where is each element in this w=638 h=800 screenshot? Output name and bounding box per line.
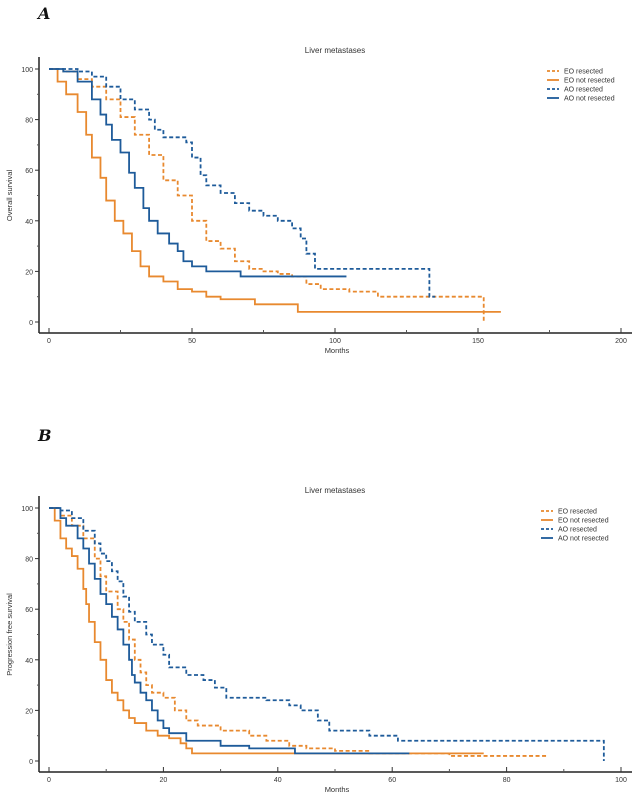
series-line-ao-not-resected <box>49 68 347 278</box>
x-tick-label: 0 <box>47 338 51 345</box>
x-tick-label: 40 <box>274 777 282 784</box>
x-tick-label: 50 <box>188 338 196 345</box>
series-line-eo-resected <box>49 507 547 757</box>
y-tick-label: 40 <box>25 219 33 226</box>
x-tick-label: 100 <box>615 777 627 784</box>
y-tick-label: 40 <box>25 658 33 665</box>
y-tick-label: 20 <box>25 269 33 276</box>
x-tick-label: 60 <box>388 777 396 784</box>
legend-label: EO resected <box>558 509 597 516</box>
series-line-eo-not-resected <box>49 507 484 755</box>
y-tick-label: 100 <box>21 67 33 74</box>
y-tick-label: 60 <box>25 168 33 175</box>
x-axis-label: Months <box>325 785 350 794</box>
series-line-ao-not-resected <box>49 507 410 755</box>
y-tick-label: 60 <box>25 607 33 614</box>
x-tick-label: 0 <box>47 777 51 784</box>
legend-label: EO not resected <box>558 518 609 525</box>
survival-chart-b: Liver metastases 0 20 40 60 80 100 0 20 40 60 80 100… <box>5 486 632 794</box>
legend-label: EO resected <box>564 69 603 76</box>
legend-label: EO not resected <box>564 78 615 85</box>
y-tick-label: 0 <box>29 320 33 327</box>
chart-title: Liver metastases <box>305 486 365 495</box>
y-axis-label: Progression free survival <box>5 593 14 676</box>
x-tick-label: 20 <box>160 777 168 784</box>
x-axis-label: Months <box>325 346 350 355</box>
chart-title: Liver metastases <box>305 46 365 55</box>
panel-label-a: A <box>38 4 51 23</box>
legend-label: AO not resected <box>564 96 615 103</box>
legend-label: AO resected <box>558 527 597 534</box>
y-tick-label: 0 <box>29 759 33 766</box>
legend-label: AO not resected <box>558 536 609 543</box>
series-line-eo-not-resected <box>49 68 501 313</box>
y-tick-label: 80 <box>25 118 33 125</box>
panel-label-b: B <box>38 426 52 445</box>
x-tick-label: 100 <box>329 338 341 345</box>
x-tick-label: 200 <box>615 338 627 345</box>
series-line-eo-resected <box>49 68 485 322</box>
legend-label: AO resected <box>564 87 603 94</box>
series-line-ao-resected <box>49 507 605 761</box>
x-tick-label: 80 <box>503 777 511 784</box>
y-axis-label: Overall survival <box>5 170 14 222</box>
y-tick-label: 100 <box>21 506 33 513</box>
x-tick-label: 150 <box>472 338 484 345</box>
y-tick-label: 80 <box>25 557 33 564</box>
survival-chart-a: Liver metastases 0 20 40 60 80 100 0 50 100 150 200… <box>5 46 632 355</box>
y-tick-label: 20 <box>25 708 33 715</box>
series-line-ao-resected <box>49 68 436 298</box>
